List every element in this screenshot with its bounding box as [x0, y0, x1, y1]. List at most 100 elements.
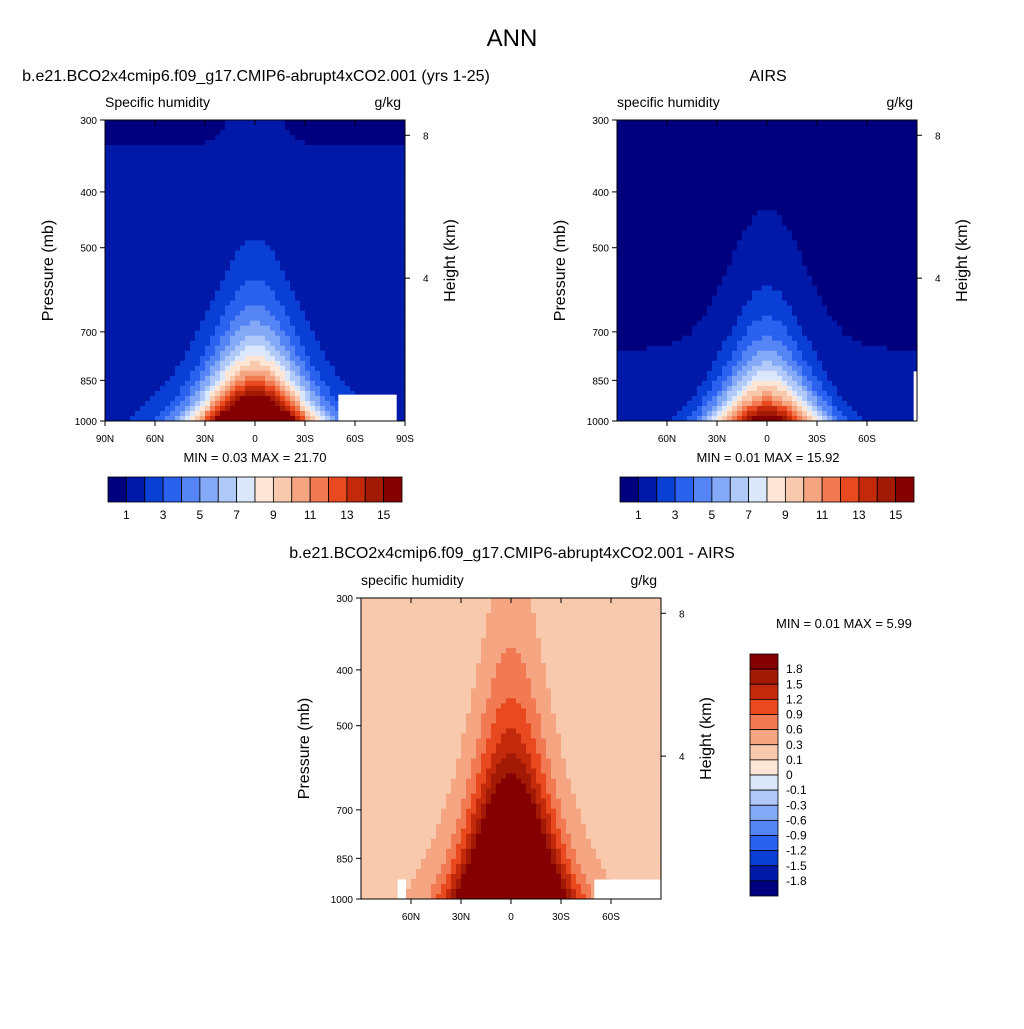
contour-cell — [115, 185, 121, 191]
contour-cell — [235, 271, 241, 277]
contour-cell — [180, 260, 186, 266]
contour-cell — [210, 155, 216, 161]
contour-cell — [375, 276, 381, 282]
contour-cell — [145, 120, 151, 126]
contour-cell — [140, 371, 146, 377]
height-tick-label: 4 — [423, 274, 429, 285]
contour-cell — [190, 326, 196, 332]
contour-cell — [732, 215, 738, 221]
contour-cell — [380, 331, 386, 337]
contour-cell — [802, 170, 808, 176]
contour-cell — [220, 205, 226, 211]
contour-cell — [712, 130, 718, 136]
contour-cell — [837, 155, 843, 161]
contour-cell — [360, 140, 366, 146]
contour-cell — [335, 371, 341, 377]
contour-cell — [360, 160, 366, 166]
contour-cell — [170, 170, 176, 176]
contour-cell — [125, 135, 131, 141]
contour-cell — [325, 371, 331, 377]
contour-cell — [155, 401, 161, 407]
x-tick-label: 30N — [196, 434, 214, 445]
contour-cell — [255, 296, 261, 302]
contour-cell — [692, 190, 698, 196]
contour-cell — [295, 150, 301, 156]
contour-cell — [215, 165, 221, 171]
contour-cell — [360, 296, 366, 302]
contour-cell — [190, 260, 196, 266]
contour-cell — [305, 245, 311, 251]
contour-cell — [135, 130, 141, 136]
contour-cell — [385, 371, 391, 377]
contour-cell — [275, 381, 281, 387]
contour-cell — [215, 255, 221, 261]
contour-cell — [365, 296, 371, 302]
contour-cell — [190, 215, 196, 221]
contour-cell — [330, 326, 336, 332]
contour-cell — [260, 210, 266, 216]
contour-cell — [677, 180, 683, 186]
contour-cell — [692, 130, 698, 136]
contour-cell — [190, 120, 196, 126]
contour-cell — [290, 316, 296, 322]
contour-cell — [295, 205, 301, 211]
contour-cell — [150, 386, 156, 392]
contour-cell — [195, 391, 201, 397]
contour-cell — [255, 145, 261, 151]
contour-cell — [235, 165, 241, 171]
contour-cell — [225, 291, 231, 297]
contour-cell — [355, 296, 361, 302]
contour-cell — [200, 215, 206, 221]
contour-cell — [345, 130, 351, 136]
contour-cell — [225, 170, 231, 176]
contour-cell — [320, 366, 326, 372]
contour-cell — [180, 185, 186, 191]
contour-cell — [335, 296, 341, 302]
contour-cell — [687, 160, 693, 166]
contour-cell — [175, 371, 181, 377]
contour-cell — [395, 180, 401, 186]
contour-cell — [315, 135, 321, 141]
contour-cell — [877, 145, 883, 151]
contour-cell — [305, 341, 311, 347]
contour-cell — [862, 125, 868, 131]
contour-cell — [265, 366, 271, 372]
contour-cell — [812, 155, 818, 161]
contour-cell — [340, 170, 346, 176]
contour-cell — [742, 125, 748, 131]
contour-cell — [140, 125, 146, 131]
contour-cell — [115, 351, 121, 357]
contour-cell — [677, 225, 683, 231]
contour-cell — [185, 165, 191, 171]
contour-cell — [320, 120, 326, 126]
contour-cell — [330, 170, 336, 176]
contour-cell — [150, 165, 156, 171]
contour-cell — [385, 331, 391, 337]
contour-cell — [240, 120, 246, 126]
contour-cell — [797, 165, 803, 171]
contour-cell — [135, 321, 141, 327]
contour-cell — [330, 150, 336, 156]
contour-cell — [747, 160, 753, 166]
contour-cell — [385, 235, 391, 241]
contour-cell — [230, 140, 236, 146]
contour-cell — [310, 281, 316, 287]
contour-cell — [837, 220, 843, 226]
contour-cell — [215, 356, 221, 362]
contour-cell — [892, 210, 898, 216]
contour-cell — [622, 200, 628, 206]
contour-cell — [270, 130, 276, 136]
contour-cell — [355, 286, 361, 292]
contour-cell — [285, 306, 291, 312]
contour-cell — [330, 281, 336, 287]
contour-cell — [240, 396, 246, 402]
contour-cell — [200, 306, 206, 312]
contour-cell — [255, 245, 261, 251]
contour-cell — [380, 336, 386, 342]
contour-cell — [807, 150, 813, 156]
contour-cell — [752, 125, 758, 131]
contour-cell — [350, 235, 356, 241]
contour-cell — [260, 411, 266, 417]
contour-cell — [642, 130, 648, 136]
contour-cell — [727, 150, 733, 156]
